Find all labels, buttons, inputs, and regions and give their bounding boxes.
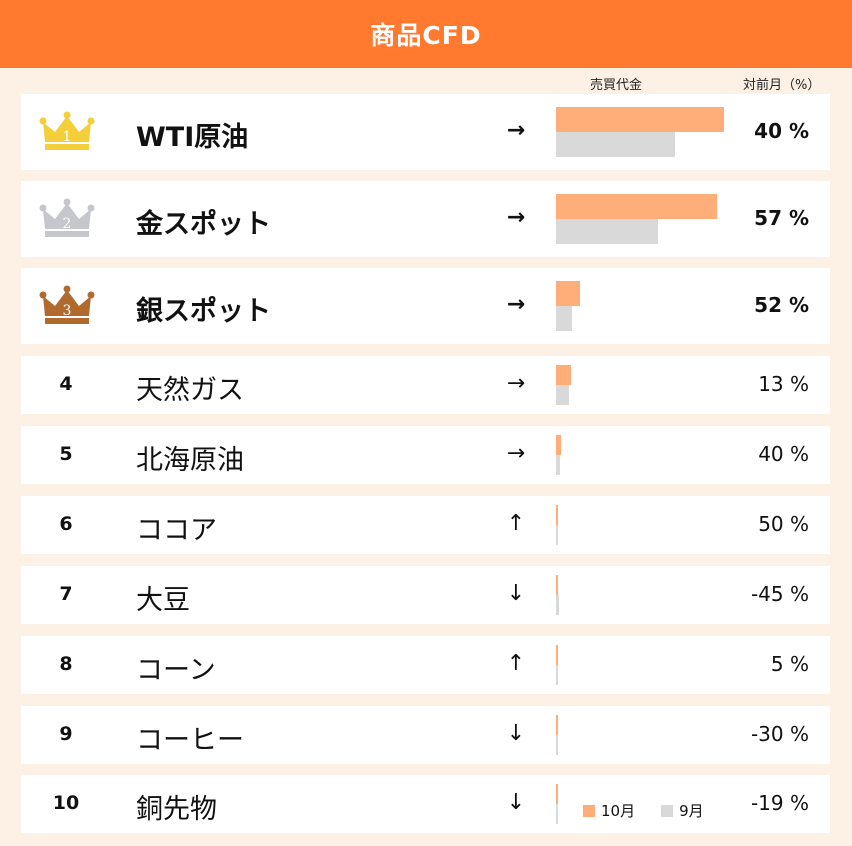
change-value: 52 %	[754, 293, 809, 317]
change-value: -19 %	[750, 791, 809, 815]
legend-label-sep: 9月	[679, 802, 704, 820]
bar-group	[556, 365, 726, 405]
change-value: 40 %	[754, 119, 809, 143]
header-bar: 商品CFD	[0, 0, 852, 68]
legend-label-oct: 10月	[601, 802, 636, 820]
bar-sep	[556, 735, 558, 755]
change-value: 40 %	[758, 442, 809, 466]
trend-arrow: ↑	[506, 651, 526, 676]
bar-oct	[556, 365, 572, 385]
change-value: 57 %	[754, 206, 809, 230]
rank-number: 5	[59, 443, 73, 465]
bar-oct	[556, 281, 581, 306]
bar-oct	[556, 505, 558, 525]
bar-group	[556, 645, 726, 685]
legend-item-sep: 9月	[661, 800, 704, 821]
bar-sep	[556, 804, 558, 824]
bar-group	[556, 435, 726, 475]
trend-arrow: →	[506, 205, 526, 230]
change-value: 50 %	[758, 512, 809, 536]
trend-arrow: →	[506, 292, 526, 317]
rank-number: 3	[63, 303, 72, 319]
sales-column-header: 売買代金	[590, 78, 643, 93]
bar-sep	[556, 595, 559, 615]
rank-number: 4	[59, 373, 73, 395]
trend-arrow: →	[506, 371, 526, 396]
category-label: 銀スポット	[136, 296, 271, 327]
category-label: コーン	[136, 655, 216, 686]
trend-arrow: ↑	[506, 511, 526, 536]
bar-oct	[556, 645, 558, 665]
change-value: -45 %	[750, 582, 809, 606]
legend-swatch-oct	[583, 804, 595, 817]
bar-group	[556, 107, 726, 157]
ranking-row: 9 コーヒー ↓ -30 %	[21, 706, 830, 764]
category-label: 銅先物	[136, 794, 217, 825]
legend-item-oct: 10月	[583, 800, 635, 821]
rank-number: 2	[63, 216, 72, 232]
ranking-row: 5 北海原油 → 40 %	[21, 426, 830, 484]
ranking-row: 4 天然ガス → 13 %	[21, 356, 830, 414]
bar-group	[556, 505, 726, 545]
ranking-row: 10 銅先物 ↓ -19 %	[21, 775, 830, 833]
change-column-header: 対前月（%）	[743, 78, 821, 93]
trend-arrow: ↓	[506, 790, 526, 815]
bar-sep	[556, 219, 659, 244]
bar-oct	[556, 715, 558, 735]
rank-number: 7	[59, 583, 73, 605]
chart-legend: 10月 9月	[583, 800, 730, 821]
bar-sep	[556, 306, 572, 331]
ranking-row: 3 銀スポット → 52 %	[21, 268, 830, 344]
bar-oct	[556, 194, 718, 219]
bar-group	[556, 281, 726, 331]
category-label: 北海原油	[136, 445, 244, 476]
rank-number: 9	[59, 723, 73, 745]
crown-icon: 1	[39, 111, 95, 150]
bar-group	[556, 715, 726, 755]
bar-sep	[556, 455, 560, 475]
ranking-row: 6 ココア ↑ 50 %	[21, 496, 830, 554]
ranking-row: 1 WTI原油 → 40 %	[21, 94, 830, 170]
category-label: 天然ガス	[136, 375, 244, 406]
crown-icon: 3	[39, 285, 95, 324]
bar-group	[556, 784, 726, 824]
bar-group	[556, 194, 726, 244]
trend-arrow: ↓	[506, 721, 526, 746]
category-label: ココア	[136, 515, 217, 546]
page-title: 商品CFD	[370, 21, 482, 50]
bar-oct	[556, 435, 562, 455]
change-value: 13 %	[758, 372, 809, 396]
rank-number: 8	[59, 653, 73, 675]
category-label: 大豆	[136, 585, 190, 616]
trend-arrow: →	[506, 118, 526, 143]
bar-sep	[556, 385, 570, 405]
bar-sep	[556, 132, 676, 157]
bar-oct	[556, 575, 558, 595]
change-value: 5 %	[770, 652, 809, 676]
category-label: 金スポット	[136, 209, 271, 240]
ranking-row: 7 大豆 ↓ -45 %	[21, 566, 830, 624]
legend-swatch-sep	[661, 804, 674, 817]
rank-number: 6	[59, 513, 73, 535]
ranking-row: 8 コーン ↑ 5 %	[21, 636, 830, 694]
rank-number: 10	[52, 792, 80, 814]
crown-icon: 2	[39, 198, 95, 237]
bar-group	[556, 575, 726, 615]
bar-sep	[556, 665, 558, 685]
change-value: -30 %	[750, 722, 809, 746]
rank-number: 1	[63, 129, 72, 145]
category-label: コーヒー	[136, 725, 244, 756]
bar-sep	[556, 525, 558, 545]
bar-oct	[556, 784, 558, 804]
bar-oct	[556, 107, 724, 132]
trend-arrow: →	[506, 441, 526, 466]
trend-arrow: ↓	[506, 581, 526, 606]
category-label: WTI原油	[136, 122, 249, 153]
ranking-row: 2 金スポット → 57 %	[21, 181, 830, 257]
